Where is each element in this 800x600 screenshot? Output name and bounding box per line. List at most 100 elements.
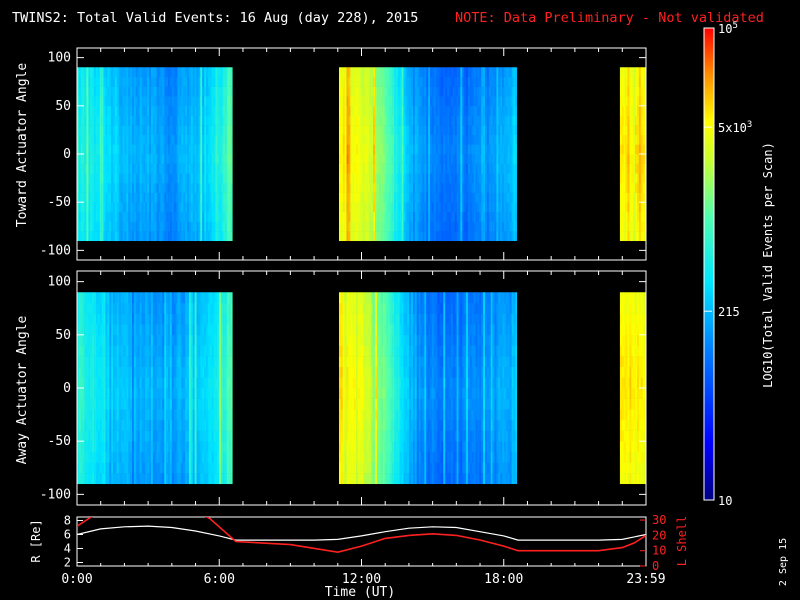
- away-cell: [211, 388, 214, 399]
- toward-cell: [405, 115, 408, 126]
- toward-cell: [137, 211, 140, 222]
- toward-cell: [198, 115, 201, 126]
- toward-cell: [219, 67, 222, 78]
- away-cell: [188, 451, 192, 463]
- toward-cell: [80, 134, 83, 145]
- toward-cell: [403, 76, 406, 87]
- toward-cell: [450, 163, 454, 174]
- toward-cell: [633, 96, 636, 107]
- toward-cell: [454, 134, 457, 145]
- toward-cell: [471, 67, 474, 78]
- toward-cell: [357, 125, 361, 136]
- toward-cell: [228, 144, 231, 155]
- away-cell: [226, 441, 230, 453]
- away-cell: [77, 313, 80, 325]
- toward-cell: [380, 134, 383, 145]
- toward-cell: [633, 134, 636, 145]
- toward-cell: [171, 86, 175, 97]
- toward-cell: [198, 192, 201, 203]
- toward-cell: [500, 125, 503, 136]
- toward-cell: [420, 115, 423, 126]
- away-cell: [77, 377, 80, 389]
- toward-cell: [126, 115, 129, 126]
- toward-cell: [467, 115, 471, 126]
- toward-cell: [141, 202, 144, 213]
- toward-cell: [488, 211, 492, 222]
- away-cell: [114, 451, 118, 463]
- toward-cell: [399, 173, 402, 184]
- toward-cell: [82, 154, 85, 164]
- toward-cell: [120, 105, 123, 116]
- toward-cell: [126, 221, 129, 232]
- toward-cell: [407, 202, 410, 213]
- toward-cell: [513, 86, 516, 97]
- toward-cell: [633, 86, 636, 97]
- away-cell: [154, 462, 157, 474]
- toward-cell: [625, 105, 628, 116]
- away-cell: [132, 430, 135, 442]
- toward-cell: [107, 67, 110, 78]
- away-cell: [113, 451, 116, 463]
- toward-cell: [644, 86, 647, 97]
- toward-cell: [103, 221, 106, 232]
- toward-cell: [414, 86, 418, 97]
- toward-cell: [460, 105, 463, 116]
- away-cell: [177, 345, 180, 357]
- toward-cell: [94, 182, 97, 193]
- toward-cell: [392, 211, 395, 222]
- away-cell: [103, 324, 106, 336]
- away-cell: [118, 398, 121, 410]
- toward-cell: [416, 192, 419, 203]
- toward-cell: [441, 134, 444, 145]
- toward-cell: [447, 67, 450, 78]
- toward-cell: [228, 231, 231, 242]
- toward-cell: [139, 173, 142, 184]
- toward-cell: [156, 182, 159, 193]
- toward-cell: [194, 105, 197, 116]
- away-cell: [171, 451, 175, 463]
- toward-cell: [390, 163, 393, 174]
- away-cell: [143, 388, 146, 399]
- toward-cell: [169, 105, 173, 116]
- away-cell: [169, 334, 173, 346]
- away-cell: [109, 334, 112, 346]
- toward-cell: [204, 182, 207, 193]
- toward-cell: [226, 76, 230, 87]
- toward-cell: [492, 163, 495, 174]
- toward-cell: [631, 115, 634, 126]
- toward-cell: [365, 67, 368, 78]
- away-cell: [154, 419, 157, 431]
- away-cell: [150, 292, 154, 304]
- toward-cell: [190, 86, 193, 97]
- away-cell: [150, 398, 154, 410]
- away-cell: [160, 409, 163, 421]
- toward-cell: [515, 154, 518, 164]
- toward-cell: [158, 211, 161, 222]
- away-cell: [338, 419, 342, 431]
- toward-cell: [390, 134, 393, 145]
- toward-cell: [365, 144, 368, 155]
- toward-cell: [384, 105, 387, 116]
- toward-cell: [173, 125, 176, 136]
- away-cell: [141, 441, 144, 453]
- toward-cell: [354, 76, 357, 87]
- toward-cell: [132, 154, 135, 164]
- away-cell: [173, 302, 176, 314]
- toward-cell: [435, 105, 438, 116]
- toward-cell: [469, 231, 473, 242]
- toward-cell: [422, 115, 425, 126]
- away-cell: [135, 313, 138, 325]
- away-cell: [122, 292, 125, 304]
- toward-cell: [78, 96, 82, 107]
- toward-cell: [629, 115, 632, 126]
- away-cell: [215, 409, 218, 421]
- toward-cell: [118, 115, 121, 126]
- away-cell: [177, 419, 180, 431]
- away-cell: [200, 462, 203, 474]
- toward-cell: [378, 96, 382, 107]
- toward-cell: [99, 144, 102, 155]
- away-cell: [99, 345, 102, 357]
- toward-cell: [430, 154, 433, 164]
- toward-cell: [479, 115, 482, 126]
- toward-cell: [475, 96, 478, 107]
